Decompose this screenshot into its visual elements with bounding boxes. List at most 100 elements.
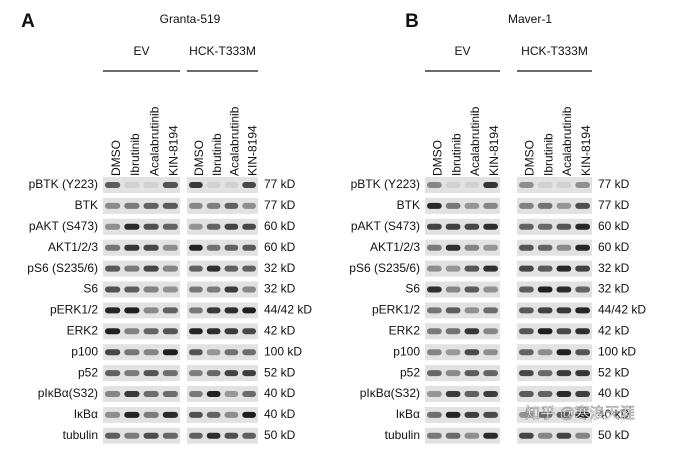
- blot-band: [575, 411, 590, 418]
- blot-band: [483, 349, 498, 356]
- row-label: BTK: [75, 198, 98, 212]
- blot-band: [445, 202, 461, 209]
- row-label: S6: [405, 282, 420, 296]
- blot-band: [537, 370, 553, 377]
- blot-band: [162, 286, 178, 293]
- kd-label: 32 kD: [598, 282, 630, 296]
- blot-band: [519, 432, 534, 439]
- kd-label: 40 kD: [264, 386, 296, 400]
- row-label: pAKT (S473): [29, 219, 98, 233]
- blot-band: [445, 286, 461, 293]
- blot-strip: [187, 177, 258, 193]
- blot-band: [162, 223, 178, 230]
- blot-band: [519, 265, 534, 272]
- blot-band: [427, 349, 442, 356]
- panel-letter: B: [405, 11, 419, 32]
- blot-band: [162, 391, 178, 397]
- blot-band: [162, 432, 178, 439]
- blot-band: [483, 391, 498, 397]
- blot-band: [242, 307, 256, 314]
- blot-strip: [517, 218, 592, 235]
- blot-band: [124, 391, 140, 397]
- blot-band: [206, 328, 221, 335]
- blot-band: [556, 202, 572, 209]
- blot-band: [224, 202, 239, 209]
- blot-band: [519, 411, 534, 418]
- blot-band: [143, 432, 159, 439]
- blot-band: [445, 265, 461, 272]
- blot-band: [105, 328, 121, 335]
- blot-strip: [425, 427, 500, 444]
- blot-band: [224, 432, 239, 439]
- kd-label: 40 kD: [264, 407, 296, 421]
- blot-band: [556, 411, 572, 418]
- lane-label: Acalabrutinib: [560, 106, 574, 176]
- blot-band: [519, 328, 534, 335]
- blot-strip: [517, 406, 592, 423]
- row-label: p52: [400, 365, 420, 379]
- lane-label: DMSO: [109, 140, 123, 176]
- blot-band: [537, 244, 553, 251]
- blot-band: [445, 391, 461, 397]
- blot-band: [427, 265, 442, 272]
- blot-band: [224, 370, 239, 377]
- blot-band: [445, 244, 461, 251]
- lane-label: Ibrutinib: [210, 133, 224, 176]
- blot-band: [242, 223, 256, 230]
- blot-strip: [187, 197, 258, 214]
- lane-label: Acalabrutinib: [468, 106, 482, 176]
- blot-band: [427, 432, 442, 439]
- blot-band: [189, 432, 203, 439]
- blot-band: [206, 432, 221, 439]
- kd-label: 100 kD: [598, 344, 636, 358]
- blot-band: [575, 432, 590, 439]
- blot-band: [206, 202, 221, 209]
- lane-label: Acalabrutinib: [147, 106, 161, 176]
- row-label: pBTK (Y223): [29, 177, 98, 191]
- blot-band: [445, 328, 461, 335]
- blot-band: [537, 223, 553, 230]
- blot-strip: [187, 406, 258, 423]
- blot-band: [162, 349, 178, 356]
- blot-band: [575, 307, 590, 314]
- blot-band: [519, 202, 534, 209]
- blot-band: [189, 202, 203, 209]
- blot-band: [206, 307, 221, 314]
- blot-band: [162, 244, 178, 251]
- kd-label: 77 kD: [598, 198, 630, 212]
- blot-band: [556, 244, 572, 251]
- blot-band: [445, 349, 461, 356]
- blot-band: [464, 244, 480, 251]
- blot-band: [143, 286, 159, 293]
- blot-band: [224, 328, 239, 335]
- blot-band: [537, 328, 553, 335]
- blot-band: [143, 328, 159, 335]
- blot-band: [124, 370, 140, 377]
- blot-band: [556, 370, 572, 377]
- blot-strip: [187, 365, 258, 382]
- blot-band: [464, 223, 480, 230]
- blot-strip: [103, 218, 180, 235]
- blot-strip: [425, 218, 500, 235]
- blot-band: [427, 328, 442, 335]
- blot-band: [143, 265, 159, 272]
- blot-strip: [425, 323, 500, 340]
- blot-band: [427, 202, 442, 209]
- blot-band: [224, 411, 239, 418]
- panel-title: Maver-1: [508, 12, 552, 26]
- blot-band: [224, 182, 239, 188]
- blot-band: [445, 432, 461, 439]
- blot-strip: [517, 344, 592, 361]
- blot-band: [556, 182, 572, 188]
- blot-band: [189, 349, 203, 356]
- blot-band: [575, 182, 590, 188]
- blot-strip: [517, 427, 592, 444]
- blot-band: [519, 223, 534, 230]
- blot-band: [464, 286, 480, 293]
- blot-band: [224, 265, 239, 272]
- blot-strip: [187, 323, 258, 340]
- row-label: pERK1/2: [372, 303, 420, 317]
- blot-strip: [187, 427, 258, 444]
- blot-band: [575, 223, 590, 230]
- blot-strip: [103, 323, 180, 340]
